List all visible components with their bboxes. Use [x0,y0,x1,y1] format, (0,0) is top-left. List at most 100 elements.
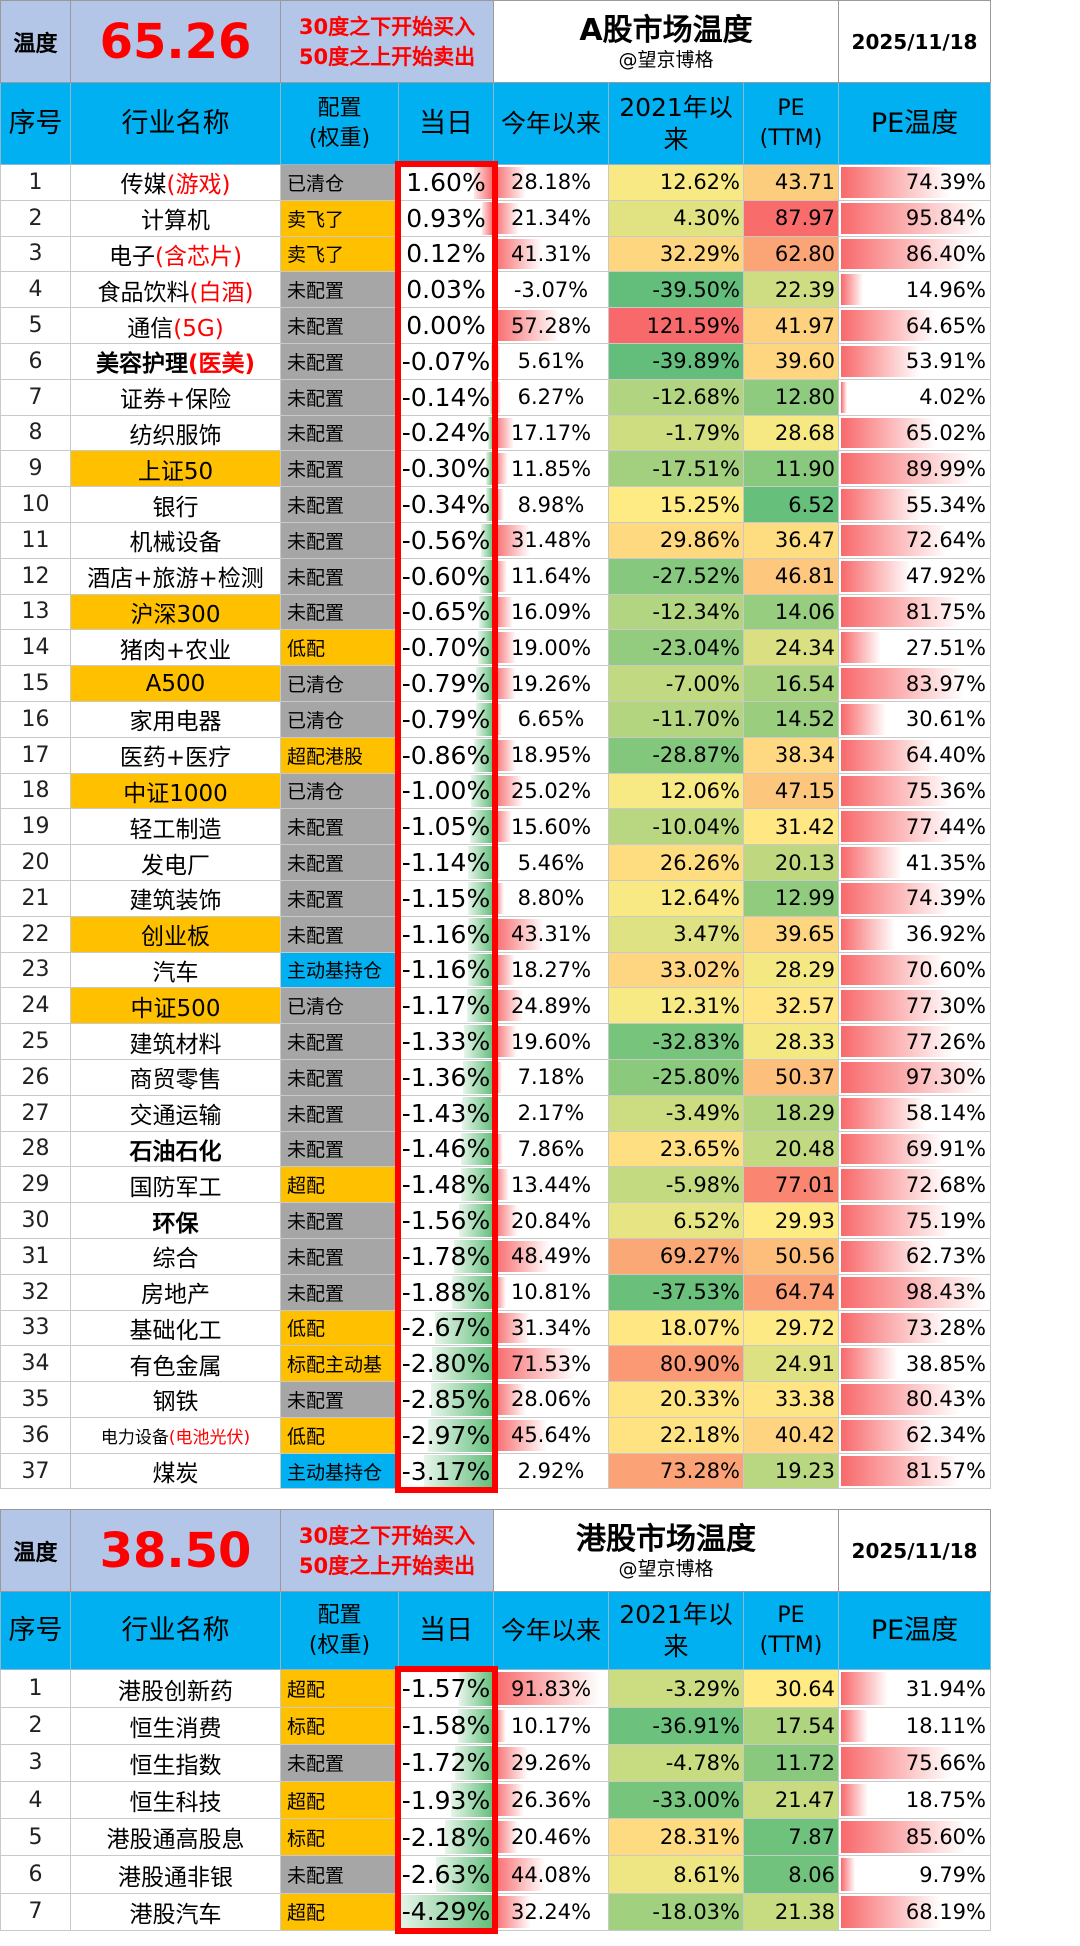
ytd-bar [494,1276,507,1308]
pe-temp-bar [841,1061,984,1093]
industry-name: 港股通高股息 [106,1827,245,1854]
table-row: 1 港股创新药 超配 -1.57% 91.83% -3.29% 30.64 31.94% [0,1669,991,1708]
row-pe-temp: 53.91% [838,342,991,380]
row-industry-name: 房地产 [70,1273,281,1311]
table-row: 5 通信(5G) 未配置 0.00% 57.28% 121.59% 41.97 64.65% [0,307,991,344]
rule-sell: 50度之上开始卖出 [298,44,476,69]
pe-temp-bar [841,274,863,306]
today-bar [423,1454,493,1488]
table-row: 34 有色金属 标配主动基 -2.80% 71.53% 80.90% 24.91 38.85% [0,1345,991,1383]
table-row: 15 A500 已清仓 -0.79% 19.26% -7.00% 16.54 83.97% [0,665,991,702]
row-config: 未配置 [280,557,399,595]
row-industry-name: 酒店+旅游+检测 [70,557,281,595]
row-seq: 4 [0,1781,71,1820]
pe-temp-value: 18.11% [905,1713,986,1738]
industry-name: 煤炭 [152,1461,199,1488]
today-value: -1.33% [401,1027,491,1057]
row-since2021: -18.03% [608,1892,744,1931]
row-pe: 14.06 [743,593,839,631]
row-since2021: 12.31% [608,987,744,1025]
industry-name: 电力设备 [100,1427,169,1448]
pe-temp-bar [841,238,968,270]
row-config: 已清仓 [280,164,399,201]
row-pe-temp: 72.64% [838,521,991,559]
row-pe: 50.37 [743,1058,839,1096]
row-config: 超配 [280,1669,399,1708]
table-row: 23 汽车 主动基持仓 -1.16% 18.27% 33.02% 28.29 70.60% [0,951,991,989]
today-value: 0.03% [406,275,486,305]
pe-temp-value: 62.73% [905,1244,986,1269]
pe-temp-value: 58.14% [905,1101,986,1126]
pe-temp-bar [841,1821,967,1854]
today-bar [431,1347,493,1381]
pe-temp-value: 89.99% [905,456,986,481]
pe-temp-value: 38.85% [905,1351,986,1376]
industry-name: 轻工制造 [129,816,222,843]
row-since2021: -4.78% [608,1743,744,1783]
row-ytd: 17.17% [493,414,609,452]
row-ytd: 19.60% [493,1023,609,1060]
row-pe-temp: 72.68% [838,1166,991,1204]
pe-temp-bar [841,703,886,735]
row-ytd: 7.86% [493,1130,609,1168]
table-row: 17 医药+医疗 超配港股 -0.86% 18.95% -28.87% 38.34 64.40… [0,736,991,774]
row-since2021: -27.52% [608,557,744,595]
pe-temp-bar [841,1672,888,1705]
ytd-bar [494,1821,518,1854]
row-since2021: 20.33% [608,1381,744,1418]
ytd-bar [494,1858,545,1891]
row-industry-name: 石油石化 [70,1130,281,1168]
row-pe: 40.42 [743,1416,839,1454]
today-bar [477,631,493,665]
industry-name-note: (医美) [187,351,256,378]
row-today: -1.36% [398,1058,494,1096]
ytd-bar [494,1348,577,1380]
row-config: 已清仓 [280,987,399,1025]
row-today: -0.24% [398,414,494,452]
row-industry-name: 恒生指数 [70,1743,281,1783]
pe-temp-value: 75.36% [905,778,986,803]
ytd-value: 41.31% [510,241,592,266]
row-pe: 41.97 [743,307,839,344]
today-value: -0.65% [401,597,491,627]
row-pe: 24.34 [743,629,839,667]
today-bar [467,989,493,1023]
row-pe-temp: 86.40% [838,235,991,273]
ytd-bar [494,847,501,878]
ytd-value: 29.26% [510,1750,592,1775]
row-industry-name: 纺织服饰 [70,414,281,452]
industry-name-note: (含芯片) [155,243,242,270]
row-industry-name: 港股汽车 [70,1892,281,1931]
row-seq: 1 [0,1669,71,1708]
ytd-value: 10.17% [510,1713,592,1738]
pe-temp-bar [841,1384,959,1415]
row-since2021: -3.29% [608,1669,744,1708]
row-pe: 20.13 [743,844,839,881]
ytd-value: 28.06% [510,1387,592,1412]
row-since2021: -1.79% [608,414,744,452]
row-ytd: 13.44% [493,1166,609,1204]
row-pe: 17.54 [743,1706,839,1745]
row-seq: 3 [0,1743,71,1783]
pe-temp-value: 41.35% [905,850,986,875]
industry-name: 传媒 [120,172,167,199]
row-pe: 46.81 [743,557,839,595]
ytd-value: 28.18% [510,170,592,195]
row-today: -3.17% [398,1452,494,1490]
row-pe-temp: 75.36% [838,772,991,810]
pe-temp-bar [841,560,912,592]
today-value: -0.56% [401,525,491,555]
pe-temp-bar [841,632,882,664]
row-ytd: -3.07% [493,271,609,309]
row-ytd: 11.85% [493,450,609,488]
row-config: 低配 [280,629,399,667]
row-seq: 22 [0,915,71,953]
row-config: 卖飞了 [280,235,399,273]
industry-name-note: (游戏) [166,172,231,199]
today-value: 0.93% [406,203,486,233]
col-header-today: 当日 [398,1591,494,1671]
col-header-ytd: 今年以来 [493,82,609,165]
row-today: 0.12% [398,235,494,273]
row-since2021: -33.00% [608,1781,744,1820]
pe-temp-bar [841,918,896,950]
